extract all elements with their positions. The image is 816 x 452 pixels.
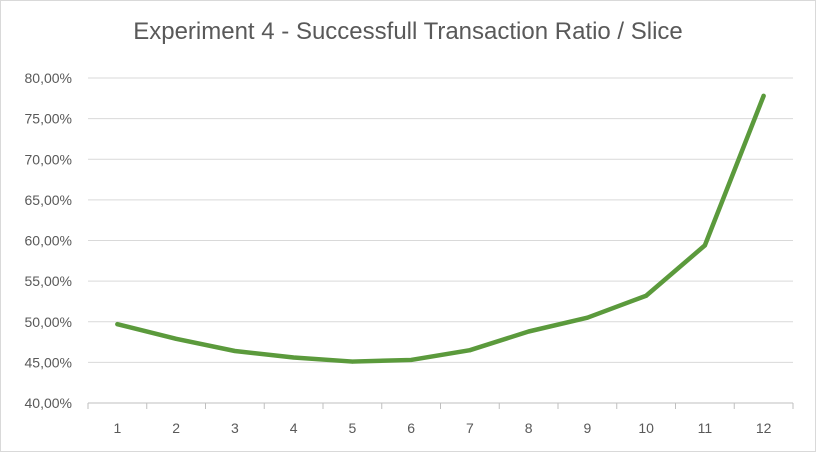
- y-tick-label: 55,00%: [25, 273, 72, 289]
- y-tick-label: 50,00%: [25, 314, 72, 330]
- data-point: [644, 293, 649, 298]
- x-tick-label: 11: [698, 420, 713, 436]
- x-tick-label: 9: [583, 420, 591, 436]
- y-tick-label: 40,00%: [25, 395, 72, 411]
- data-point: [232, 349, 237, 353]
- x-tick-labels: 1 2 3 4 5 6 7 8 9 10 11 12: [113, 420, 771, 436]
- y-tick-labels: 40,00% 45,00% 50,00% 55,00% 60,00% 65,00% 70,0…: [25, 70, 72, 411]
- data-point: [702, 243, 707, 248]
- chart-title: Experiment 4 - Successfull Transaction R…: [133, 18, 683, 45]
- x-tick-label: 7: [466, 420, 474, 436]
- data-point: [585, 315, 590, 320]
- x-tick-label: 3: [231, 420, 239, 436]
- data-point: [526, 329, 531, 334]
- data-point: [115, 322, 120, 327]
- y-tick-label: 45,00%: [25, 354, 72, 370]
- data-point: [291, 355, 296, 360]
- y-tick-label: 60,00%: [25, 233, 72, 249]
- x-tick-label: 10: [638, 420, 654, 436]
- x-tick-label: 8: [525, 420, 533, 436]
- data-point: [409, 357, 414, 362]
- y-tick-label: 70,00%: [25, 151, 72, 167]
- series-line: [115, 93, 766, 364]
- gridlines: [88, 77, 793, 363]
- x-tick-label: 6: [407, 420, 415, 436]
- data-point: [174, 336, 179, 341]
- x-tick-label: 12: [756, 420, 772, 436]
- y-tick-label: 80,00%: [25, 70, 72, 86]
- x-tick-label: 4: [290, 420, 298, 436]
- y-tick-label: 65,00%: [25, 192, 72, 208]
- x-tick-label: 1: [113, 420, 121, 436]
- x-tick-label: 2: [172, 420, 180, 436]
- y-tick-label: 75,00%: [25, 111, 72, 127]
- data-point: [761, 93, 766, 98]
- data-point: [467, 348, 472, 353]
- x-axis: [87, 402, 794, 409]
- series-layer: [115, 93, 766, 364]
- x-tick-label: 5: [348, 420, 356, 436]
- data-point: [350, 359, 355, 364]
